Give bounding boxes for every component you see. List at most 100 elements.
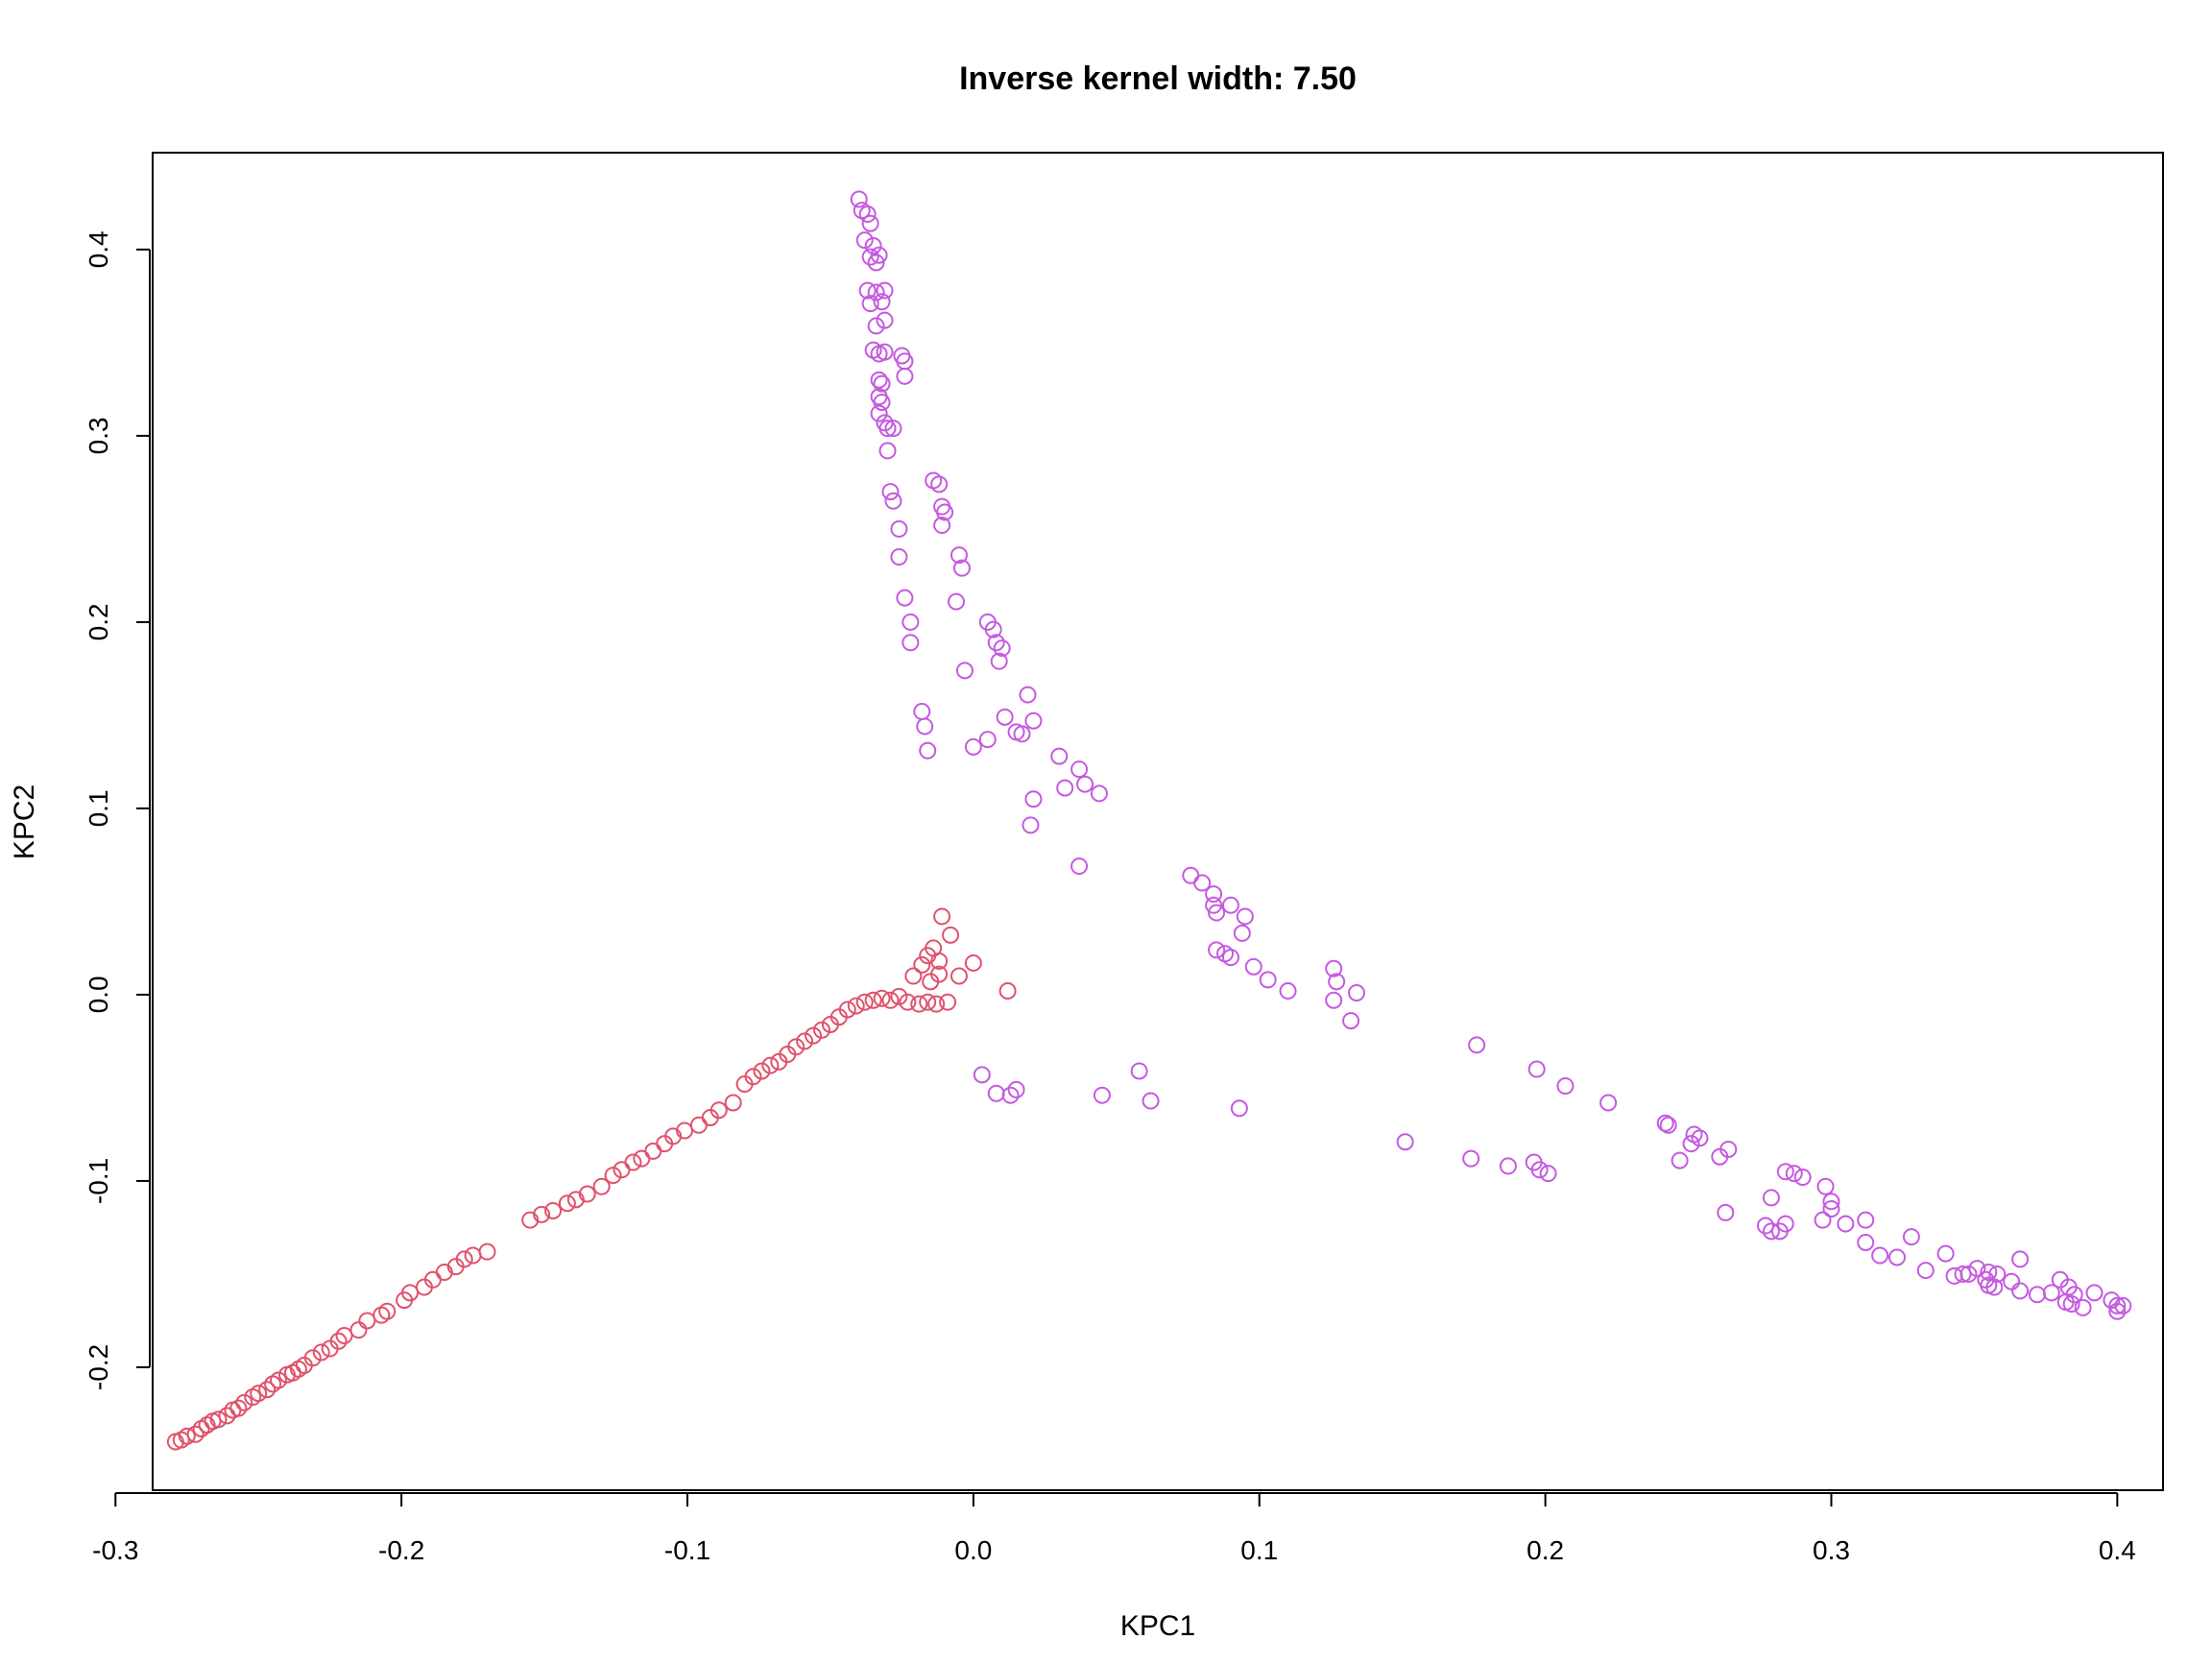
- data-point: [270, 1371, 288, 1389]
- data-point: [1960, 1265, 1978, 1283]
- data-point: [890, 987, 908, 1005]
- data-point: [998, 982, 1017, 1001]
- data-point: [896, 589, 914, 607]
- data-point: [358, 1312, 376, 1330]
- x-tick-label: -0.2: [378, 1535, 424, 1565]
- data-point: [1325, 991, 1343, 1009]
- data-point: [1233, 924, 1251, 942]
- data-point: [864, 991, 882, 1009]
- data-point: [1871, 1246, 1889, 1265]
- data-point: [312, 1343, 330, 1362]
- data-point: [258, 1381, 276, 1399]
- data-point: [890, 519, 908, 538]
- y-axis: -0.2 -0.1 0.0 0.1 0.2 0.3 0.4: [84, 230, 151, 1390]
- data-point: [919, 741, 937, 760]
- data-point: [1236, 907, 1254, 926]
- data-point: [899, 993, 917, 1011]
- data-point: [2108, 1302, 2127, 1320]
- data-point: [973, 1066, 991, 1084]
- data-point: [1342, 1012, 1360, 1030]
- data-point: [533, 1205, 551, 1223]
- data-point: [861, 248, 879, 266]
- data-point: [1348, 983, 1366, 1001]
- data-point: [1936, 1244, 1955, 1263]
- data-point: [1980, 1264, 1998, 1282]
- chart-title: Inverse kernel width: 7.50: [959, 60, 1357, 97]
- data-point: [876, 281, 894, 300]
- data-point: [1717, 1203, 1735, 1221]
- data-point: [1656, 1114, 1674, 1132]
- data-point: [838, 1001, 856, 1019]
- data-point: [1013, 725, 1031, 743]
- data-point: [1024, 790, 1043, 808]
- data-point: [950, 967, 968, 985]
- y-tick-label: -0.2: [84, 1344, 113, 1390]
- data-point: [910, 995, 928, 1013]
- plot-frame: [152, 152, 2164, 1491]
- data-point: [724, 1094, 742, 1112]
- data-point: [1230, 1099, 1248, 1118]
- data-point: [1599, 1094, 1618, 1112]
- data-point: [873, 989, 891, 1007]
- data-point: [689, 1116, 708, 1134]
- data-point: [950, 546, 968, 565]
- data-point: [955, 662, 974, 680]
- data-point: [902, 613, 920, 631]
- x-tick-label: 0.0: [954, 1535, 992, 1565]
- data-point: [1142, 1092, 1160, 1110]
- data-point: [796, 1032, 814, 1050]
- data-point: [942, 926, 960, 944]
- data-point: [1090, 784, 1108, 803]
- y-tick-label: 0.4: [84, 230, 113, 268]
- x-tick-label: 0.2: [1527, 1535, 1564, 1565]
- data-point: [858, 205, 877, 224]
- data-point: [1527, 1060, 1546, 1078]
- y-tick-label: 0.2: [84, 603, 113, 640]
- data-point: [1022, 816, 1040, 834]
- data-point: [2028, 1286, 2046, 1304]
- data-point: [884, 420, 902, 438]
- data-point: [913, 703, 931, 721]
- data-point: [2062, 1294, 2080, 1313]
- y-tick-label: 0.3: [84, 417, 113, 454]
- data-point: [209, 1411, 228, 1429]
- data-point: [1985, 1278, 2004, 1296]
- data-point: [1816, 1177, 1835, 1195]
- data-point: [1221, 896, 1239, 914]
- data-point: [1719, 1140, 1738, 1158]
- x-tick-label: -0.3: [92, 1535, 138, 1565]
- data-point: [805, 1026, 823, 1045]
- data-point: [1793, 1169, 1812, 1187]
- data-point: [229, 1399, 248, 1417]
- data-point: [876, 311, 894, 329]
- y-axis-label: KPC2: [9, 784, 40, 859]
- data-points: [166, 190, 2132, 1451]
- data-point: [850, 190, 868, 208]
- data-point: [1530, 1161, 1549, 1179]
- data-point: [1691, 1129, 1709, 1147]
- data-point: [1671, 1151, 1689, 1170]
- data-point: [1221, 949, 1239, 967]
- data-point: [993, 639, 1011, 658]
- data-point: [913, 955, 931, 974]
- x-tick-label: 0.4: [2099, 1535, 2136, 1565]
- data-point: [1462, 1149, 1480, 1168]
- data-point: [1205, 896, 1223, 914]
- data-point: [847, 997, 865, 1015]
- data-point: [1259, 971, 1277, 989]
- data-point: [919, 993, 937, 1011]
- data-point: [1814, 1211, 1832, 1229]
- data-point: [1007, 1080, 1025, 1098]
- data-point: [858, 281, 877, 300]
- data-point: [2042, 1284, 2060, 1302]
- data-point: [578, 1185, 596, 1203]
- data-point: [996, 708, 1014, 726]
- data-point: [870, 371, 888, 389]
- data-point: [867, 283, 885, 301]
- data-point: [2114, 1296, 2132, 1314]
- data-point: [633, 1149, 651, 1168]
- data-point: [896, 352, 914, 371]
- x-tick-label: -0.1: [664, 1535, 710, 1565]
- data-point: [1857, 1233, 1875, 1251]
